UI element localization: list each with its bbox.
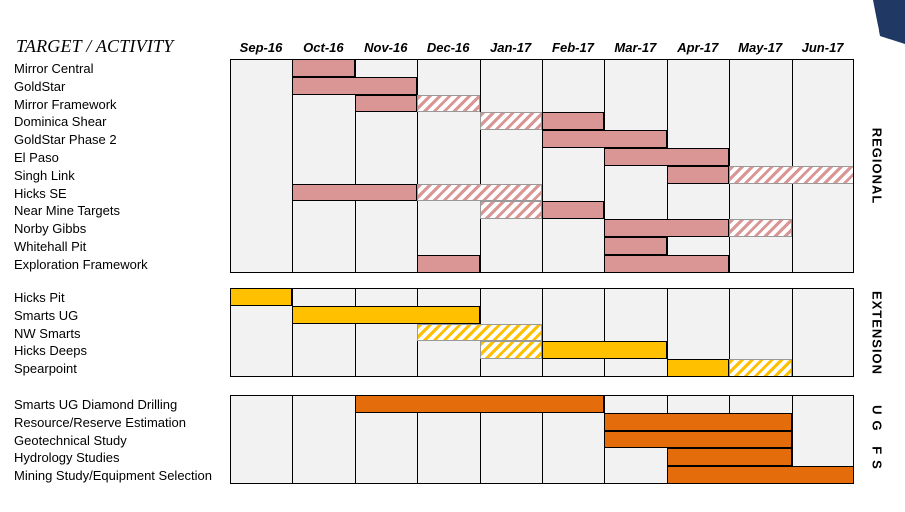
activity-label: Geotechnical Study (14, 432, 127, 448)
activity-label: GoldStar Phase 2 (14, 132, 117, 148)
planned-bar (729, 165, 854, 184)
activity-label: Mirror Central (14, 61, 94, 76)
activity-bar (230, 288, 293, 306)
section-grid-regional (230, 59, 854, 273)
activity-label: Singh Link (14, 167, 75, 183)
activity-label: Spearpoint (14, 361, 77, 377)
month-column (230, 395, 293, 484)
planned-bar (729, 359, 792, 377)
month-column (479, 59, 542, 273)
planned-bar (417, 94, 480, 113)
month-column (604, 59, 667, 273)
month-column (791, 288, 854, 377)
month-column (542, 59, 605, 273)
month-label: Jan-17 (489, 40, 532, 55)
activity-label: El Paso (14, 150, 59, 165)
planned-bar (417, 183, 542, 202)
planned-bar (479, 112, 542, 131)
month-label: Jun-17 (801, 40, 844, 55)
activity-bar (666, 448, 792, 467)
activity-label: Hydrology Studies (14, 450, 120, 466)
month-label: May-17 (738, 40, 783, 55)
month-column (354, 288, 418, 377)
month-column (292, 59, 355, 273)
activity-label: NW Smarts (14, 325, 81, 341)
activity-label: Mirror Framework (14, 96, 117, 112)
activity-bar (666, 466, 854, 484)
activity-bar (354, 94, 418, 113)
activity-bar (354, 395, 605, 413)
activity-label: Resource/Reserve Estimation (14, 414, 186, 430)
month-label: Feb-17 (552, 40, 594, 55)
activity-bar (604, 412, 792, 431)
activity-label: Hicks Pit (14, 290, 65, 305)
month-column (230, 59, 293, 273)
activity-bar (292, 76, 418, 95)
planned-bar (479, 341, 542, 360)
activity-label: Norby Gibbs (14, 221, 87, 237)
activity-bar (292, 305, 480, 324)
section-label-text: UG FS (869, 404, 885, 475)
planned-bar (417, 323, 542, 342)
activity-bar (542, 341, 667, 360)
activity-label: Exploration Framework (14, 256, 148, 272)
activity-bar (542, 201, 605, 220)
activity-bar (292, 183, 418, 202)
planned-bar (479, 201, 542, 220)
activity-bar (604, 254, 730, 273)
section-grid-extension (230, 288, 854, 377)
activity-label: Whitehall Pit (14, 239, 87, 254)
month-label: Oct-16 (303, 40, 344, 55)
activity-bar (292, 59, 355, 77)
activity-bar (604, 219, 730, 237)
activity-bar (542, 130, 667, 148)
section-label: REGIONAL (870, 127, 885, 204)
activity-label: Smarts UG (14, 307, 79, 323)
month-label: Apr-17 (677, 40, 719, 55)
month-column (417, 59, 480, 273)
page-title: TARGET / ACTIVITY (16, 36, 174, 56)
activity-bar (542, 112, 605, 131)
section-label: EXTENSION (870, 290, 885, 374)
section-label-text: EXTENSION (869, 290, 885, 375)
activity-bar (604, 148, 730, 166)
month-column (604, 288, 667, 377)
activity-bar (666, 165, 730, 184)
month-label: Sep-16 (239, 40, 283, 55)
activity-bar (666, 359, 730, 377)
month-label: Mar-17 (614, 40, 657, 55)
section-label-text: REGIONAL (869, 127, 885, 205)
activity-bar (417, 254, 480, 273)
month-column (292, 288, 355, 377)
month-label: Dec-16 (426, 40, 470, 55)
activity-bar (604, 430, 792, 449)
planned-bar (729, 219, 792, 237)
activity-label: GoldStar (14, 78, 66, 94)
activity-label: Hicks SE (14, 185, 67, 201)
activity-label: Hicks Deeps (14, 343, 87, 359)
month-column (292, 395, 355, 484)
activity-label: Near Mine Targets (14, 203, 120, 219)
activity-bar (604, 237, 667, 255)
section-label: UG FS (870, 405, 885, 475)
month-label: Nov-16 (364, 40, 408, 55)
section-grid-ug-fs (230, 395, 854, 484)
activity-label: Dominica Shear (14, 114, 107, 130)
activity-label: Smarts UG Diamond Drilling (14, 397, 178, 412)
month-column (542, 288, 605, 377)
activity-label: Mining Study/Equipment Selection (14, 468, 213, 484)
